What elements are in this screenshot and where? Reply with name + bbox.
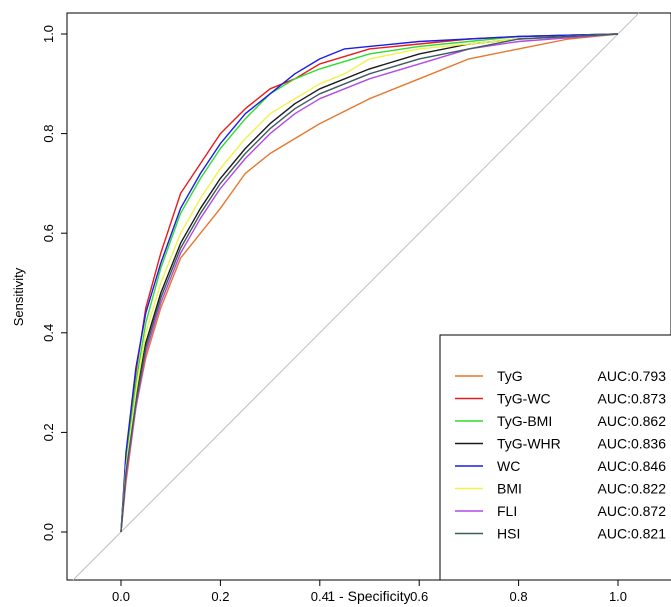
roc-line-wc (120, 33, 619, 533)
y-tick-label: 1.0 (41, 25, 56, 43)
x-axis: 0.0 0.2 0.4 0.6 0.8 1.0 (112, 580, 627, 604)
x-tick-label: 0.4 (311, 589, 329, 604)
x-tick-label: 0.6 (410, 589, 428, 604)
legend-auc-hsi: AUC:0.821 (598, 526, 667, 542)
legend-auc-tyg-whr: AUC:0.836 (598, 436, 667, 452)
legend-label-bmi: BMI (497, 481, 522, 497)
legend-label-tyg-bmi: TyG-BMI (497, 413, 552, 429)
roc-line-bmi (120, 33, 619, 533)
legend-label-tyg-whr: TyG-WHR (497, 436, 561, 452)
x-tick-label: 0.2 (211, 589, 229, 604)
reference-diagonal-line (72, 12, 640, 581)
y-tick-label: 0.0 (41, 523, 56, 541)
roc-line-hsi (120, 33, 619, 533)
roc-line-fli (120, 33, 619, 533)
legend-auc-tyg-wc: AUC:0.873 (598, 391, 667, 407)
legend-auc-tyg: AUC:0.793 (598, 368, 667, 384)
legend-auc-tyg-bmi: AUC:0.862 (598, 413, 667, 429)
roc-line-tyg-whr (120, 33, 619, 533)
series-layer (120, 33, 619, 533)
x-tick-label: 0.0 (112, 589, 130, 604)
legend-label-tyg: TyG (497, 368, 523, 384)
y-tick-label: 0.2 (41, 423, 56, 441)
reference-layer (72, 12, 640, 581)
y-axis: 0.0 0.2 0.4 0.6 0.8 1.0 (41, 25, 67, 541)
x-tick-label: 0.8 (510, 589, 528, 604)
legend-auc-fli: AUC:0.872 (598, 503, 667, 519)
legend-label-hsi: HSI (497, 526, 520, 542)
y-tick-label: 0.8 (41, 125, 56, 143)
legend-label-wc: WC (497, 458, 520, 474)
legend-entries: TyG AUC:0.793 TyG-WC AUC:0.873 TyG-BMI AUC:0.… (455, 368, 666, 542)
plot-frame (66, 12, 671, 581)
x-axis-label: 1 - Specificity (327, 588, 410, 604)
legend-auc-wc: AUC:0.846 (598, 458, 667, 474)
x-tick-label: 1.0 (609, 589, 627, 604)
legend-label-tyg-wc: TyG-WC (497, 391, 551, 407)
y-tick-label: 0.4 (41, 324, 56, 342)
y-axis-label: Sensitivity (11, 267, 26, 326)
legend: TyG AUC:0.793 TyG-WC AUC:0.873 TyG-BMI AUC:0.… (439, 334, 671, 581)
legend-label-fli: FLI (497, 503, 517, 519)
roc-line-tyg-bmi (120, 33, 619, 533)
y-tick-label: 0.6 (41, 224, 56, 242)
legend-auc-bmi: AUC:0.822 (598, 481, 667, 497)
